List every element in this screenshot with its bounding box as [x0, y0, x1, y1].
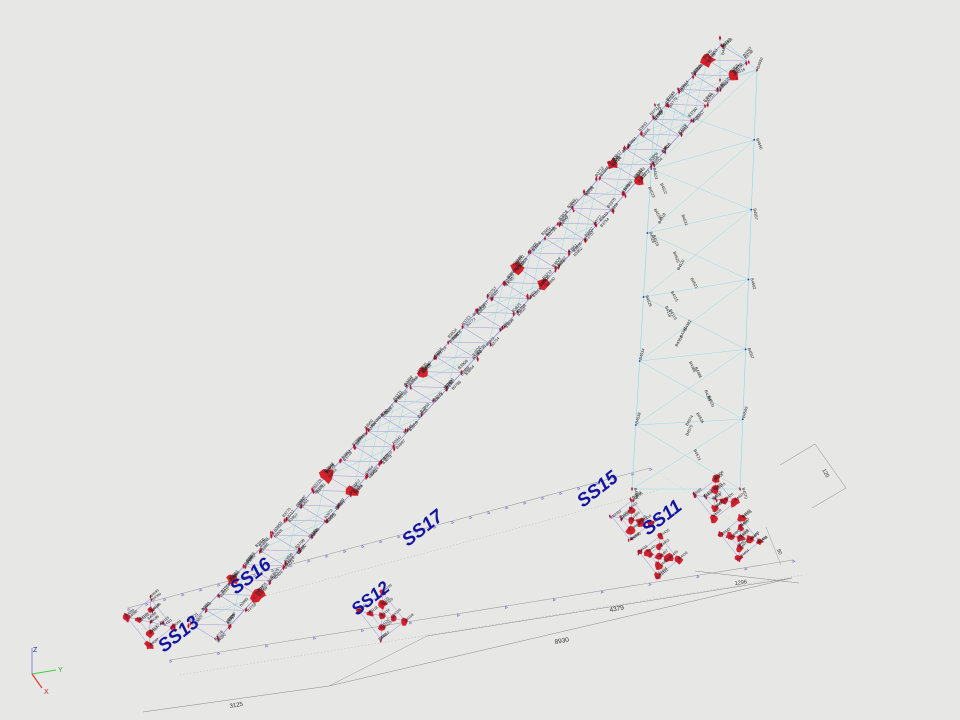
- svg-text:B4523: B4523: [647, 186, 657, 199]
- svg-text:B4562: B4562: [750, 277, 758, 290]
- svg-text:1296: 1296: [734, 579, 747, 587]
- svg-text:3125: 3125: [229, 702, 244, 710]
- svg-text:B4520: B4520: [707, 395, 716, 408]
- svg-text:B4567: B4567: [747, 347, 756, 360]
- svg-text:B4556: B4556: [755, 137, 764, 150]
- svg-text:B4425: B4425: [720, 42, 727, 55]
- svg-text:B4126: B4126: [391, 608, 401, 618]
- svg-text:B3915: B3915: [660, 141, 672, 154]
- svg-text:B3759: B3759: [246, 602, 258, 613]
- svg-text:B4550: B4550: [755, 56, 764, 69]
- svg-text:B4526: B4526: [695, 412, 706, 425]
- svg-text:B4523: B4523: [652, 167, 659, 180]
- svg-text:B3767: B3767: [383, 403, 395, 415]
- svg-text:B3890: B3890: [622, 179, 634, 192]
- svg-text:B4439: B4439: [678, 551, 689, 561]
- svg-text:B4538: B4538: [634, 411, 642, 424]
- svg-text:B4111: B4111: [378, 632, 388, 641]
- svg-text:Y: Y: [58, 667, 63, 674]
- svg-text:B4573: B4573: [693, 448, 703, 461]
- svg-text:B4569: B4569: [741, 405, 749, 418]
- svg-text:8930: 8930: [554, 636, 570, 645]
- svg-text:4379: 4379: [609, 604, 625, 613]
- svg-text:B4557: B4557: [752, 208, 759, 221]
- svg-text:B4452: B4452: [660, 538, 671, 548]
- svg-text:Z: Z: [33, 647, 38, 654]
- svg-text:B3729: B3729: [585, 186, 595, 197]
- svg-text:B4115: B4115: [670, 290, 680, 303]
- svg-text:B4534: B4534: [638, 347, 646, 360]
- svg-text:SS15: SS15: [573, 466, 623, 511]
- svg-text:B3719: B3719: [436, 345, 447, 357]
- svg-text:B4522: B4522: [659, 182, 669, 195]
- svg-text:X: X: [44, 689, 49, 696]
- svg-text:B3895: B3895: [239, 597, 249, 608]
- svg-text:B3999: B3999: [505, 318, 515, 329]
- svg-text:B4388: B4388: [694, 366, 704, 379]
- svg-text:B3707: B3707: [584, 229, 596, 242]
- svg-text:B4407: B4407: [734, 492, 745, 502]
- svg-text:120: 120: [820, 468, 830, 479]
- svg-text:B4529: B4529: [645, 295, 654, 308]
- svg-text:80: 80: [775, 548, 783, 556]
- svg-text:B4402: B4402: [692, 487, 703, 496]
- svg-text:B4531: B4531: [681, 214, 690, 227]
- svg-text:SS17: SS17: [398, 504, 448, 550]
